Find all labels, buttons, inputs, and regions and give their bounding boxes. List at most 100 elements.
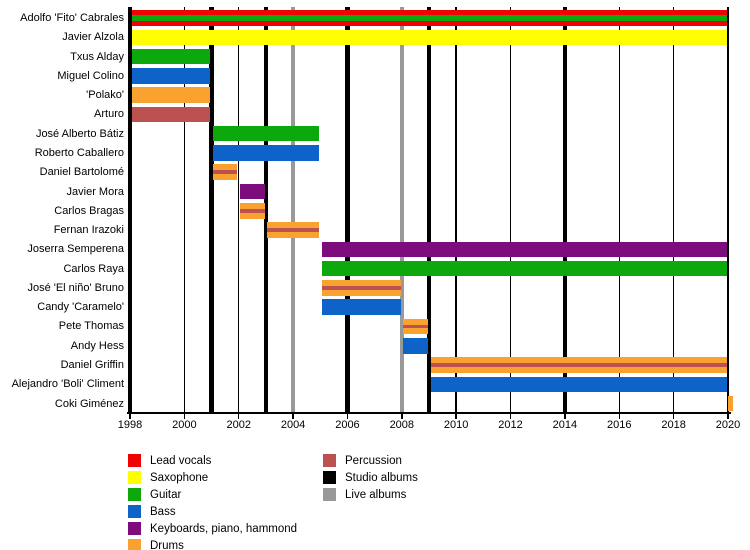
- bar-stripe-drums: [131, 87, 211, 103]
- bar-stripe-lead_vocals: [131, 20, 727, 26]
- x-axis-tick: [237, 414, 240, 419]
- member-label: 'Polako': [86, 89, 124, 102]
- member-label: Alejandro 'Boli' Climent: [11, 378, 124, 391]
- year-gridline: [455, 7, 457, 413]
- bar-stripe-percussion: [430, 363, 727, 367]
- member-label: Txus Alday: [70, 50, 124, 63]
- bar-stripe-drums: [240, 212, 265, 219]
- bar-stripe-drums: [321, 289, 401, 296]
- bar-stripe-bass: [321, 299, 401, 315]
- member-label: Adolfo 'Fito' Cabrales: [20, 12, 124, 24]
- studio-album-line: [562, 7, 568, 413]
- bar-stripe-drums: [267, 222, 320, 229]
- bar-stripe-bass: [430, 376, 727, 393]
- member-label: Daniel Griffin: [60, 359, 124, 372]
- x-axis-tick: [618, 414, 621, 419]
- legend-item: Lead vocals: [128, 452, 297, 469]
- legend-item: Drums: [128, 537, 297, 550]
- legend-label: Saxophone: [150, 471, 209, 484]
- legend-item: Guitar: [128, 486, 297, 503]
- legend-label: Bass: [150, 505, 176, 518]
- legend-label: Drums: [150, 539, 184, 550]
- legend-item: Bass: [128, 503, 297, 520]
- x-axis-year-label: 2016: [607, 419, 632, 431]
- bar-stripe-drums: [728, 395, 734, 412]
- member-tenure-bar: [321, 260, 727, 277]
- bar-stripe-drums: [430, 366, 727, 373]
- member-label: Javier Alzola: [62, 31, 124, 44]
- legend-swatch-drums: [128, 539, 141, 550]
- member-tenure-bar: [430, 376, 727, 393]
- x-axis-tick: [727, 414, 729, 419]
- member-label: José 'El niño' Bruno: [27, 281, 124, 294]
- member-tenure-bar: [131, 29, 727, 46]
- legend-column-instruments: Lead vocals Saxophone Guitar Bass Keyboards,…: [128, 452, 297, 550]
- bar-stripe-drums: [267, 232, 320, 238]
- studio-album-line: [263, 7, 269, 413]
- member-tenure-bar: [430, 357, 727, 373]
- member-label: Roberto Caballero: [34, 146, 124, 159]
- live-album-line: [399, 7, 405, 413]
- studio-album-line: [426, 7, 432, 413]
- legend-item: Keyboards, piano, hammond: [128, 520, 297, 537]
- legend-label: Keyboards, piano, hammond: [150, 522, 298, 535]
- member-tenure-bar: [131, 48, 211, 65]
- member-label: Candy 'Caramelo': [37, 301, 124, 314]
- member-tenure-bar: [267, 222, 320, 238]
- member-tenure-bar: [213, 145, 319, 161]
- x-axis-tick: [564, 414, 566, 419]
- year-gridline: [618, 7, 621, 413]
- x-axis-year-label: 2010: [443, 419, 469, 431]
- bar-stripe-bass: [131, 68, 211, 84]
- bar-stripe-percussion: [131, 106, 211, 123]
- bar-stripe-guitar: [131, 48, 211, 65]
- x-axis-year-label: 2020: [715, 419, 741, 431]
- legend-item: Percussion: [323, 452, 418, 469]
- bar-stripe-drums: [403, 328, 428, 335]
- legend-swatch-bass: [128, 505, 141, 518]
- bar-stripe-keyboards: [240, 183, 265, 200]
- bar-stripe-guitar: [321, 260, 727, 277]
- member-tenure-bar: [403, 338, 428, 354]
- x-axis-year-label: 2018: [661, 419, 686, 431]
- year-gridline: [183, 7, 186, 413]
- legend-swatch-saxophone: [128, 471, 141, 484]
- member-label: Pete Thomas: [58, 320, 124, 333]
- legend-column-albums: Percussion Studio albums Live albums: [323, 452, 418, 503]
- bar-stripe-percussion: [403, 324, 428, 329]
- member-label: Miguel Colino: [57, 69, 124, 82]
- member-tenure-bar: [321, 280, 401, 296]
- x-axis-year-label: 2008: [389, 419, 415, 431]
- legend-swatch-keyboards: [128, 522, 141, 535]
- x-axis-tick: [183, 414, 186, 419]
- legend-label: Studio albums: [345, 471, 418, 484]
- member-label: Javier Mora: [66, 185, 124, 198]
- legend-label: Live albums: [345, 488, 407, 501]
- x-axis-tick: [292, 414, 294, 419]
- bar-stripe-guitar: [131, 15, 727, 21]
- x-axis-year-label: 2006: [335, 419, 360, 431]
- member-tenure-bar: [131, 87, 211, 103]
- x-axis-year-label: 2012: [498, 419, 523, 431]
- bar-stripe-drums: [430, 357, 727, 364]
- x-axis-tick: [509, 414, 512, 419]
- legend-label: Lead vocals: [150, 454, 212, 467]
- member-tenure-bar: [131, 68, 211, 84]
- bar-stripe-drums: [213, 164, 238, 171]
- x-axis-tick: [455, 414, 457, 419]
- year-gridline: [509, 7, 512, 413]
- member-tenure-bar: [240, 183, 265, 200]
- legend-swatch-live_album: [323, 488, 336, 501]
- bar-stripe-keyboards: [321, 241, 727, 258]
- bar-stripe-percussion: [267, 228, 320, 233]
- x-axis-year-label: 2000: [172, 419, 197, 431]
- x-axis-tick: [672, 414, 675, 419]
- bar-stripe-drums: [321, 280, 401, 286]
- bar-stripe-saxophone: [131, 29, 727, 46]
- legend-item: Live albums: [323, 486, 418, 503]
- legend-swatch-percussion: [323, 454, 336, 467]
- member-label: Joserra Semperena: [27, 243, 124, 256]
- studio-album-line: [209, 7, 214, 413]
